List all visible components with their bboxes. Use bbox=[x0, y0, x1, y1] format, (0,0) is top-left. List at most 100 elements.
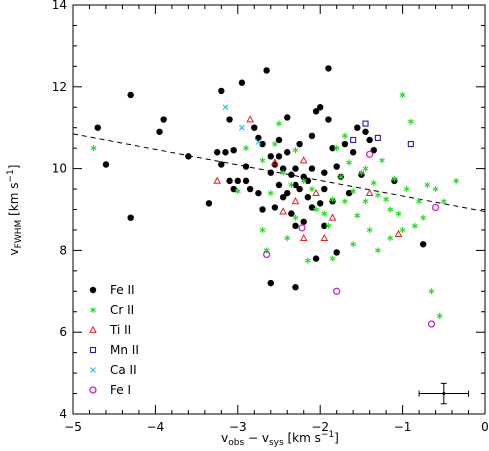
point-cr-ii bbox=[391, 175, 398, 182]
y-axis-label-sub: FWHM bbox=[14, 220, 24, 249]
point-cr-ii bbox=[267, 190, 274, 197]
point-cr-ii bbox=[354, 212, 361, 219]
point-cr-ii bbox=[321, 210, 328, 217]
x-tick-label: −4 bbox=[147, 420, 165, 434]
point-fe-ii bbox=[259, 206, 266, 213]
point-cr-ii bbox=[375, 192, 381, 199]
legend-marker-ti-ii bbox=[89, 325, 97, 333]
point-cr-ii bbox=[272, 141, 278, 148]
point-cr-ii bbox=[358, 169, 365, 176]
point-fe-ii bbox=[222, 149, 229, 156]
point-fe-ii bbox=[362, 128, 369, 135]
point-fe-ii bbox=[304, 177, 312, 185]
point-fe-ii bbox=[292, 165, 299, 172]
x-axis-label-sup: −1 bbox=[321, 430, 334, 440]
point-fe-ii bbox=[230, 185, 237, 193]
point-mn-ii bbox=[374, 134, 381, 141]
point-fe-ii bbox=[214, 149, 221, 156]
point-cr-ii bbox=[412, 222, 418, 229]
point-fe-i bbox=[427, 320, 436, 328]
point-cr-ii bbox=[440, 198, 447, 205]
point-cr-ii bbox=[292, 214, 299, 221]
point-ca-ii bbox=[222, 104, 229, 111]
point-cr-ii bbox=[309, 186, 315, 193]
point-cr-ii bbox=[362, 165, 369, 172]
point-fe-ii bbox=[300, 173, 307, 180]
point-fe-ii bbox=[308, 165, 316, 172]
point-cr-ii bbox=[375, 247, 381, 254]
point-cr-ii bbox=[288, 181, 295, 188]
x-axis-label-tail: [km s bbox=[284, 431, 321, 445]
point-fe-ii bbox=[160, 116, 167, 123]
point-fe-ii bbox=[288, 210, 295, 217]
point-fe-ii bbox=[292, 181, 299, 189]
x-tick-label: −2 bbox=[311, 420, 329, 434]
point-fe-ii bbox=[354, 124, 361, 131]
y-tick-label: 10 bbox=[52, 162, 67, 176]
point-ti-ii bbox=[299, 156, 308, 164]
point-cr-ii bbox=[432, 186, 439, 193]
point-ti-ii bbox=[213, 176, 222, 184]
point-ti-ii bbox=[291, 197, 300, 205]
point-fe-i bbox=[333, 287, 341, 295]
point-cr-ii bbox=[370, 179, 377, 186]
point-cr-ii bbox=[424, 181, 431, 188]
legend-marker-ca-ii bbox=[90, 367, 96, 373]
point-fe-i bbox=[298, 224, 306, 232]
point-cr-ii bbox=[342, 132, 348, 139]
point-fe-ii bbox=[284, 149, 291, 156]
point-fe-ii bbox=[284, 189, 291, 197]
y-tick-label: 8 bbox=[59, 243, 67, 257]
trend-line bbox=[72, 133, 486, 213]
y-tick-label: 4 bbox=[59, 407, 67, 421]
legend-label-ti-ii: Ti II bbox=[109, 323, 131, 337]
y-axis-label: vFWHM [km s−1] bbox=[6, 165, 24, 256]
y-tick-label: 14 bbox=[52, 0, 67, 12]
point-cr-ii bbox=[342, 198, 348, 205]
point-ti-ii bbox=[394, 229, 403, 237]
point-fe-ii bbox=[420, 241, 427, 248]
x-tick-label: 0 bbox=[481, 420, 489, 434]
point-mn-ii bbox=[362, 120, 369, 127]
point-fe-ii bbox=[321, 185, 328, 193]
point-cr-ii bbox=[428, 288, 435, 295]
legend-label-ca-ii: Ca II bbox=[110, 363, 137, 377]
point-cr-ii bbox=[304, 257, 311, 264]
point-fe-ii bbox=[234, 177, 241, 185]
point-fe-ii bbox=[255, 189, 262, 197]
point-cr-ii bbox=[284, 235, 291, 242]
point-fe-ii bbox=[312, 108, 320, 115]
point-fe-ii bbox=[230, 146, 237, 154]
point-cr-ii bbox=[234, 188, 241, 195]
point-fe-ii bbox=[226, 116, 233, 123]
point-fe-ii bbox=[317, 200, 324, 207]
point-cr-ii bbox=[420, 214, 427, 221]
point-fe-ii bbox=[185, 153, 192, 160]
point-fe-ii bbox=[275, 153, 283, 160]
point-fe-ii bbox=[349, 149, 357, 156]
y-tick-label: 12 bbox=[52, 80, 67, 94]
error-bar bbox=[418, 382, 470, 405]
point-ti-ii bbox=[246, 115, 254, 123]
point-fe-ii bbox=[296, 140, 303, 148]
point-mn-ii bbox=[407, 141, 414, 148]
point-ti-ii bbox=[312, 188, 320, 197]
point-cr-ii bbox=[362, 198, 369, 205]
point-fe-ii bbox=[263, 67, 270, 74]
point-ca-ii bbox=[239, 124, 245, 131]
point-fe-ii bbox=[312, 255, 320, 262]
point-fe-ii bbox=[242, 177, 250, 185]
x-axis-label-sub1: obs bbox=[228, 438, 244, 448]
point-fe-ii bbox=[317, 104, 324, 111]
point-cr-ii bbox=[276, 120, 282, 127]
point-mn-ii bbox=[350, 136, 357, 144]
point-ti-ii bbox=[271, 158, 279, 166]
point-fe-ii bbox=[325, 116, 332, 123]
point-cr-ii bbox=[407, 118, 414, 125]
point-cr-ii bbox=[436, 312, 443, 319]
point-fe-ii bbox=[275, 136, 283, 144]
point-fe-ii bbox=[218, 161, 225, 168]
point-fe-ii bbox=[251, 124, 258, 131]
point-cr-ii bbox=[259, 226, 266, 233]
